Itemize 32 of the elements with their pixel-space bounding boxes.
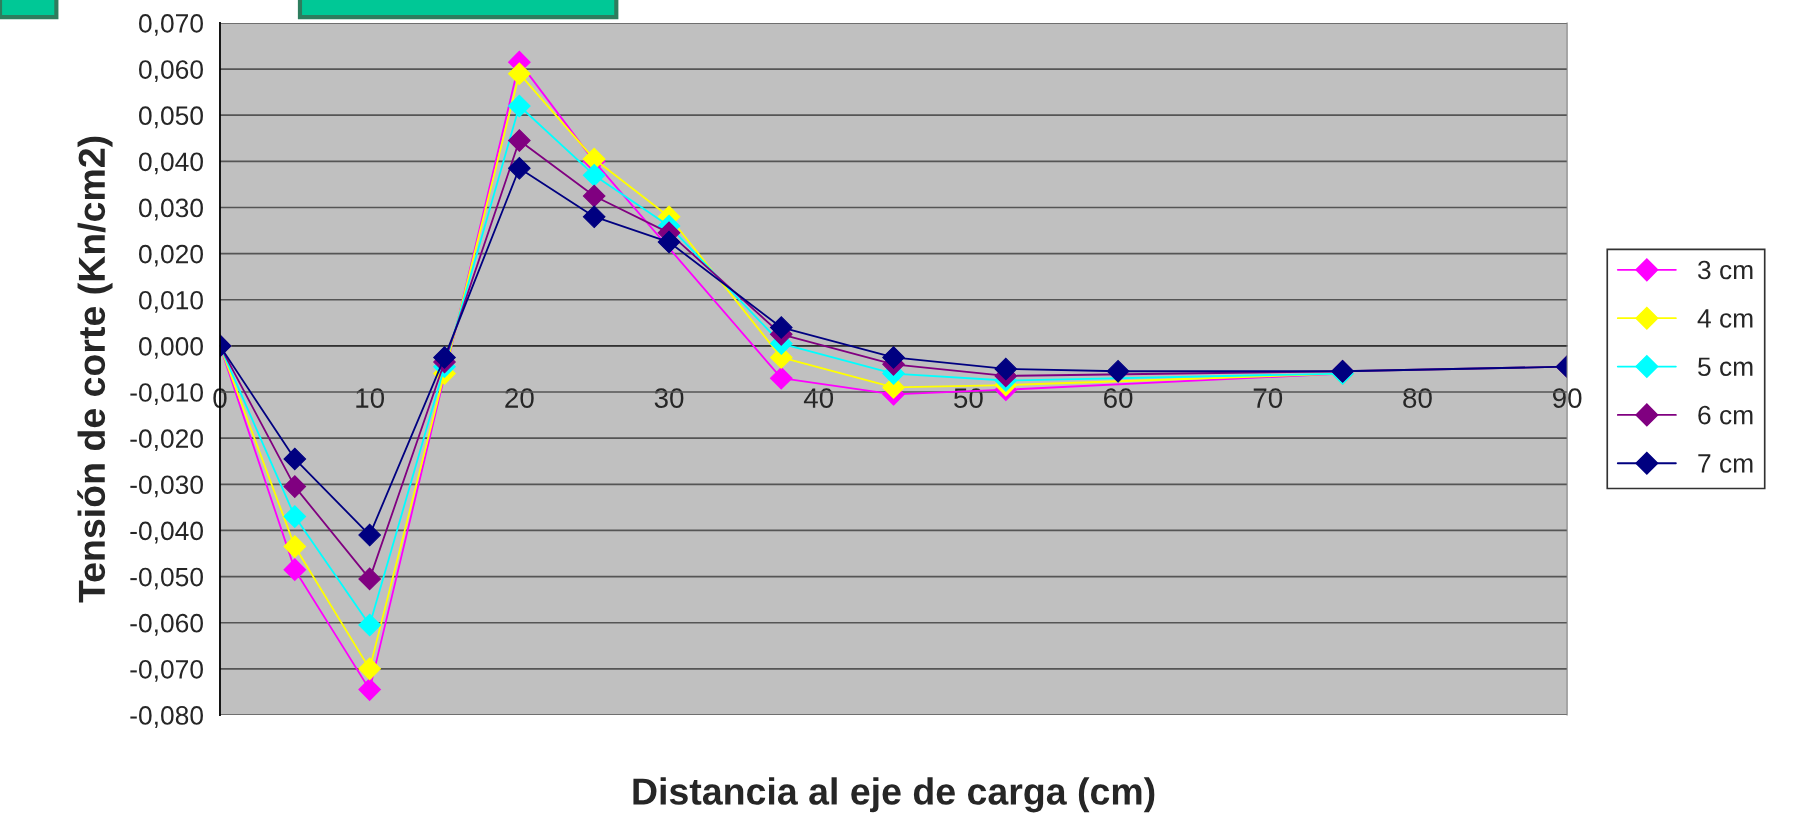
y-tick-label: 0,060 — [139, 60, 203, 83]
x-tick-label: 20 — [505, 388, 534, 408]
legend-label: 3 cm — [1697, 260, 1753, 280]
y-tick-label: -0,010 — [130, 383, 203, 405]
x-tick-label: 50 — [954, 388, 983, 408]
x-tick-label: 70 — [1253, 388, 1283, 408]
legend-label: 7 cm — [1698, 454, 1753, 473]
y-tick-label: 0,050 — [139, 106, 203, 129]
x-tick-label: 90 — [1552, 388, 1582, 408]
y-tick-label: 0,040 — [139, 152, 203, 175]
x-tick-label: 30 — [654, 388, 684, 408]
y-tick-label: 0,000 — [139, 337, 203, 359]
y-tick-label: -0,040 — [130, 521, 203, 544]
y-tick-label: -0,020 — [130, 429, 203, 452]
y-tick-label: -0,060 — [130, 613, 203, 636]
y-tick-label: 0,070 — [139, 14, 203, 36]
y-tick-label: -0,030 — [130, 475, 203, 498]
x-tick-label: 80 — [1403, 388, 1432, 408]
y-tick-label: 0,030 — [139, 198, 203, 221]
x-tick-label: 40 — [803, 388, 834, 408]
y-axis-title: Tensión de corte (Kn/cm2) — [77, 136, 113, 603]
x-tick-label: 10 — [356, 388, 385, 408]
x-tick-label: 60 — [1104, 388, 1133, 408]
y-tick-label: 0,010 — [139, 290, 203, 313]
y-tick-label: -0,050 — [130, 567, 203, 590]
legend-label: 4 cm — [1697, 309, 1753, 328]
y-tick-label: -0,070 — [130, 659, 203, 682]
y-tick-label: 0,020 — [139, 244, 203, 267]
legend-label: 6 cm — [1698, 405, 1753, 425]
x-axis-title: Distancia al eje de carga (cm) — [633, 777, 1155, 813]
y-tick-label: -0,080 — [130, 706, 203, 728]
legend-label: 5 cm — [1698, 357, 1753, 377]
